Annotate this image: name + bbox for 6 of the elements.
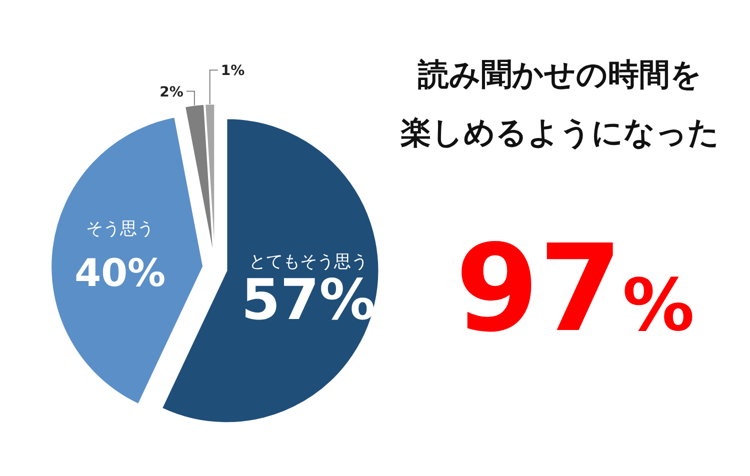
text: 読み聞かせの時間を楽しめるようになった xyxy=(400,57,720,151)
data-label: 40% xyxy=(74,251,166,296)
data-label: 2% xyxy=(160,84,184,100)
data-label: 1% xyxy=(220,63,245,80)
slice-label: そう思う xyxy=(86,219,154,240)
text: 97% xyxy=(455,220,695,359)
